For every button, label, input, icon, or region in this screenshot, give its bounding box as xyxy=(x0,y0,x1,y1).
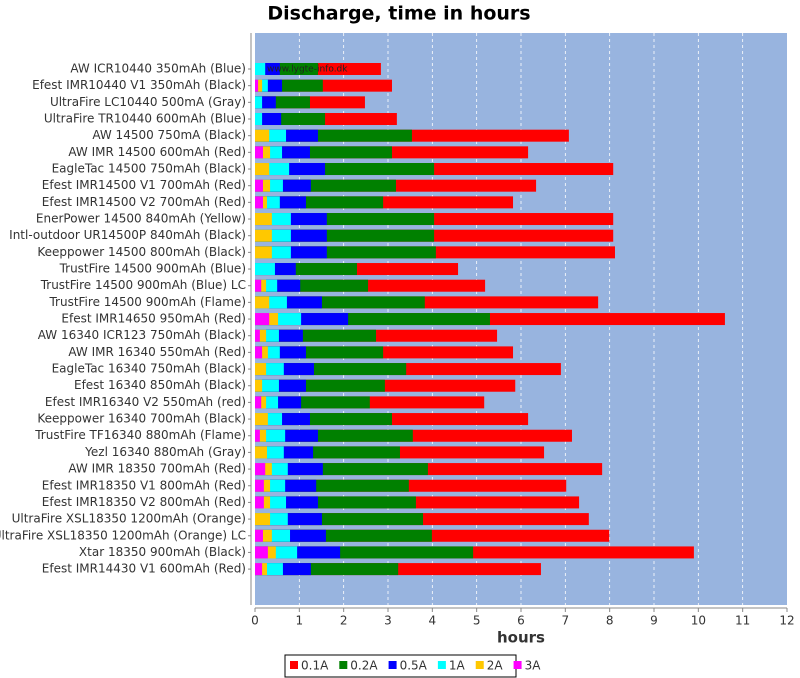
chart-title: Discharge, time in hours xyxy=(267,3,530,25)
y-tick-label: EagleTac 14500 750mAh (Black) xyxy=(52,162,246,176)
x-tick-label: 5 xyxy=(473,614,481,628)
bar xyxy=(255,513,271,526)
bar xyxy=(255,279,262,292)
bar xyxy=(255,429,267,442)
annotation: www.lygte-info.dk xyxy=(267,65,348,75)
bar xyxy=(255,396,262,409)
y-tick-label: TrustFire 14500 900mAh (Blue) LC xyxy=(40,278,246,292)
y-tick-label: UltraFire XSL18350 1200mAh (Orange) xyxy=(12,512,246,526)
legend-swatch xyxy=(339,661,348,669)
x-tick-label: 9 xyxy=(650,614,658,628)
y-tick-label: Efest IMR14650 950mAh (Red) xyxy=(61,312,246,326)
bar xyxy=(255,529,263,542)
bar xyxy=(255,446,267,459)
x-tick-label: 0 xyxy=(251,614,259,628)
x-tick-label: 3 xyxy=(384,614,392,628)
bar xyxy=(255,479,264,492)
bar xyxy=(255,246,272,259)
bar xyxy=(255,329,267,342)
x-tick-label: 6 xyxy=(517,614,525,628)
y-tick-label: Intl-outdoor UR14500P 840mAh (Black) xyxy=(9,228,246,242)
bar xyxy=(255,563,263,576)
x-tick-label: 7 xyxy=(562,614,570,628)
x-axis-label: hours xyxy=(497,629,545,647)
legend-swatch xyxy=(475,661,484,669)
bar xyxy=(255,229,272,242)
y-tick-label: Efest IMR14500 V2 700mAh (Red) xyxy=(42,195,246,209)
y-tick-label: AW ICR10440 350mAh (Blue) xyxy=(70,62,246,76)
legend-label: 0.1A xyxy=(301,659,329,673)
legend-label: 0.5A xyxy=(400,659,428,673)
bar xyxy=(255,496,264,509)
y-tick-label: EagleTac 16340 750mAh (Black) xyxy=(52,362,246,376)
x-tick-label: 10 xyxy=(691,614,706,628)
y-tick-label: Yezl 16340 880mAh (Gray) xyxy=(84,445,246,459)
y-tick-label: TrustFire 14500 900mAh (Flame) xyxy=(48,295,246,309)
legend-swatch xyxy=(513,661,522,669)
x-tick-label: 4 xyxy=(429,614,437,628)
y-tick-label: Efest IMR18350 V2 800mAh (Red) xyxy=(42,495,246,509)
y-tick-label: TrustFire TF16340 880mAh (Flame) xyxy=(34,428,246,442)
legend-label: 1A xyxy=(449,659,466,673)
bar xyxy=(255,263,275,276)
x-tick-label: 12 xyxy=(779,614,794,628)
x-tick-label: 8 xyxy=(606,614,614,628)
y-tick-label: EnerPower 14500 840mAh (Yellow) xyxy=(36,212,246,226)
bar xyxy=(255,463,266,476)
y-tick-label: Keeppower 14500 800mAh (Black) xyxy=(37,245,246,259)
legend-label: 3A xyxy=(525,659,542,673)
bar xyxy=(255,213,272,226)
bar xyxy=(255,63,266,75)
y-tick-label: Efest IMR16340 V2 550mAh (red) xyxy=(45,395,246,409)
bar xyxy=(255,546,268,559)
y-tick-label: AW 16340 ICR123 750mAh (Black) xyxy=(38,328,246,342)
y-tick-label: Efest IMR14500 V1 700mAh (Red) xyxy=(42,178,246,192)
y-tick-label: Efest IMR10440 V1 350mAh (Black) xyxy=(32,78,246,92)
legend-label: 0.2A xyxy=(350,659,378,673)
legend-swatch xyxy=(290,661,298,669)
bar xyxy=(255,96,263,109)
y-tick-label: AW IMR 16340 550mAh (Red) xyxy=(68,345,246,359)
bar xyxy=(255,329,260,342)
bar xyxy=(255,129,270,142)
bar xyxy=(255,363,267,376)
y-tick-label: UltraFire TR10440 600mAh (Blue) xyxy=(44,112,246,126)
y-tick-label: AW IMR 18350 700mAh (Red) xyxy=(68,462,246,476)
bar xyxy=(255,163,270,176)
y-tick-label: AW IMR 14500 600mAh (Red) xyxy=(68,145,246,159)
bar xyxy=(255,413,268,426)
y-tick-label: AW 14500 750mA (Black) xyxy=(92,128,246,142)
x-tick-label: 11 xyxy=(735,614,750,628)
bar xyxy=(255,313,270,326)
bar xyxy=(255,179,263,192)
bar xyxy=(255,296,270,309)
bar xyxy=(255,196,263,209)
legend-swatch xyxy=(388,661,397,669)
y-tick-label: Efest IMR14430 V1 600mAh (Red) xyxy=(42,562,246,576)
y-tick-label: Efest 16340 850mAh (Black) xyxy=(74,378,246,392)
x-tick-label: 1 xyxy=(296,614,304,628)
y-tick-label: TrustFire 14500 900mAh (Blue) xyxy=(59,262,246,276)
bar xyxy=(255,346,263,359)
bar xyxy=(255,113,263,126)
y-tick-label: Efest IMR18350 V1 800mAh (Red) xyxy=(42,478,246,492)
y-tick-label: Xtar 18350 900mAh (Black) xyxy=(79,545,246,559)
y-tick-label: Keeppower 16340 700mAh (Black) xyxy=(37,412,246,426)
x-tick-label: 2 xyxy=(340,614,348,628)
legend-label: 2A xyxy=(487,659,504,673)
bar xyxy=(255,429,260,442)
bar xyxy=(255,379,263,392)
y-tick-label: UltraFire LC10440 500mA (Gray) xyxy=(50,95,246,109)
bar xyxy=(255,79,263,92)
legend-swatch xyxy=(437,661,446,669)
bar xyxy=(255,146,263,159)
bar xyxy=(255,79,259,92)
y-tick-label: UltraFire XSL18350 1200mAh (Orange) LC xyxy=(0,528,246,542)
